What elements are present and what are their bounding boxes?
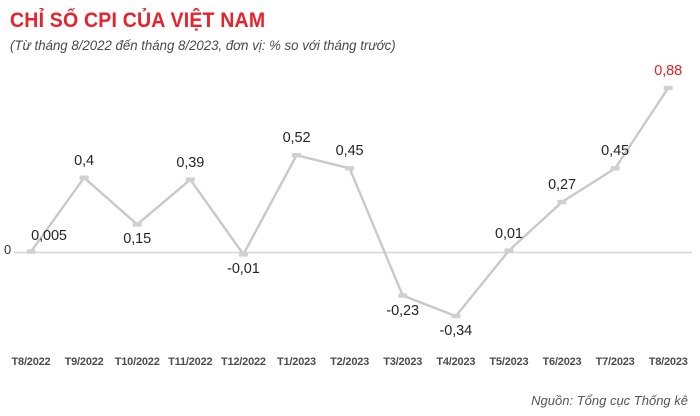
data-point-marker [345,166,355,171]
data-point-marker [451,313,461,319]
data-point-marker [610,166,620,171]
x-tick-label: T6/2023 [542,356,582,368]
zero-axis-label: 0 [4,242,12,257]
data-value-label: -0,23 [386,302,419,319]
data-point-marker [398,293,408,298]
data-point-marker [132,222,142,227]
data-point-marker [663,85,673,91]
x-tick-label: T5/2023 [489,356,529,368]
data-point-marker [504,248,514,253]
x-tick-label: T11/2022 [168,356,213,368]
x-tick-label: T8/2022 [11,356,51,368]
data-value-label: 0,15 [123,231,152,248]
x-tick-label: T7/2023 [595,356,635,368]
data-value-label: 0,45 [601,143,630,160]
x-tick-label: T10/2022 [114,356,160,368]
data-point-marker [26,249,36,254]
source-note: Nguồn: Tổng cục Thống kê [531,393,688,408]
data-value-label: 0,52 [282,130,311,147]
data-value-label: 0,4 [74,152,95,169]
data-series-line [29,86,670,318]
data-value-label: 0,01 [494,225,523,242]
x-tick-label: T3/2023 [383,356,423,368]
data-point-marker [79,175,89,180]
x-tick-label: T1/2023 [277,356,316,368]
data-value-label: 0,005 [31,227,67,244]
data-point-markers [26,85,673,319]
data-value-label: 0,27 [548,177,576,193]
x-axis: T8/2022 T9/2022 T10/2022 T11/2022 T12/2022 T1… [0,356,700,376]
data-value-label: 0,88 [654,62,683,79]
x-tick-label: T8/2023 [648,356,688,368]
x-tick-label: T4/2023 [436,356,476,368]
page-title: CHỈ SỐ CPI CỦA VIỆT NAM [10,9,266,32]
data-value-label: 0,45 [335,143,364,160]
data-point-marker [185,177,195,182]
data-point-marker [238,252,248,257]
x-tick-label: T9/2022 [64,356,104,368]
chart-subtitle: (Từ tháng 8/2022 đến tháng 8/2023, đơn v… [10,38,396,53]
x-tick-label: T2/2023 [330,356,370,368]
data-value-label: 0,39 [176,154,205,171]
data-point-marker [292,153,301,158]
data-value-label: -0,34 [439,323,473,340]
data-value-label: -0,01 [227,261,260,278]
plot-svg [14,85,692,319]
plot-area: 0 0,005 0,4 0,15 0,39 -0,01 0,52 0,45 -0,23 -0,3… [4,62,692,340]
data-point-marker [557,199,567,205]
x-tick-label: T12/2022 [220,356,266,368]
